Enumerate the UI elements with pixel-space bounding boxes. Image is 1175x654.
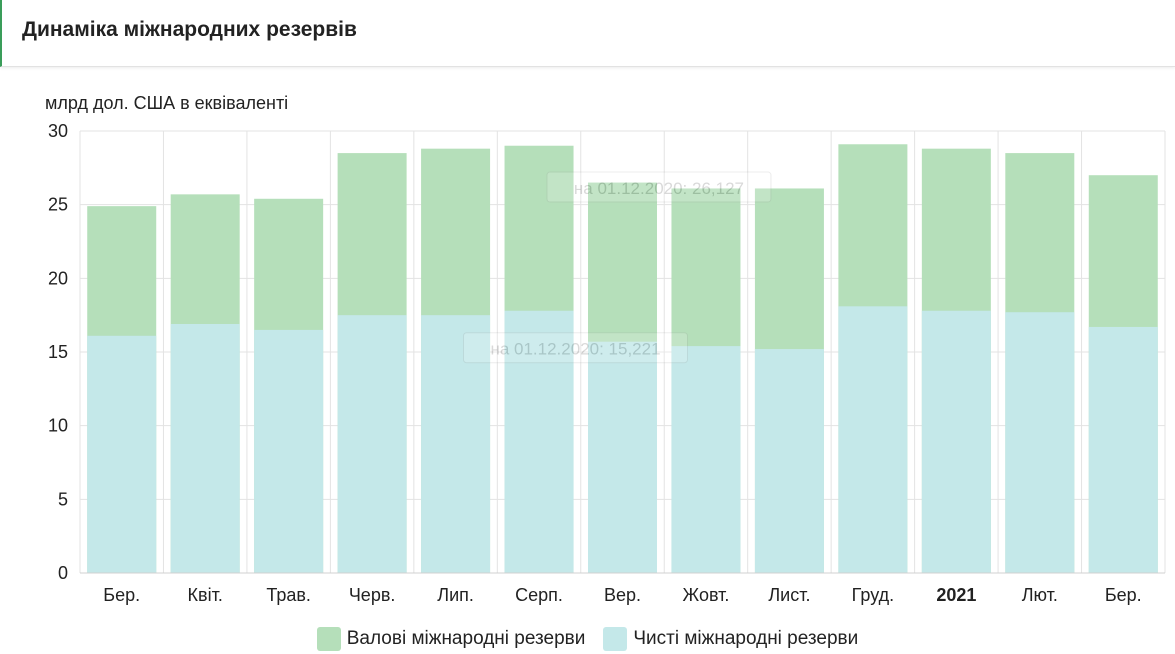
y-tick-label: 30 (48, 121, 68, 141)
bar-net (421, 315, 491, 573)
y-tick-label: 15 (48, 342, 68, 362)
x-tick-label: Груд. (852, 585, 894, 605)
chart-legend: Валові міжнародні резерви Чисті міжнарод… (0, 624, 1175, 654)
tooltip-text: на 01.12.2020: 26,127 (574, 179, 744, 198)
x-tick-label: Вер. (604, 585, 641, 605)
x-tick-label: Серп. (515, 585, 563, 605)
bar-net (588, 341, 657, 573)
x-tick-label: Лип. (437, 585, 474, 605)
faded-tooltip: на 01.12.2020: 15,221 (463, 332, 688, 364)
y-tick-label: 25 (48, 195, 68, 215)
legend-label-net: Чисті міжнародні резерви (633, 628, 859, 649)
bar-net (838, 306, 908, 573)
bar-net (671, 346, 741, 573)
chart-header: Динаміка міжнародних резервів (0, 0, 1175, 67)
bar-net (921, 310, 991, 573)
x-tick-label: 2021 (936, 585, 976, 605)
bar-net (170, 324, 240, 573)
bar-net (754, 349, 824, 573)
tooltip-box (546, 171, 772, 203)
legend-item-net[interactable]: Чисті міжнародні резерви (603, 627, 858, 651)
y-tick-label: 0 (58, 563, 68, 583)
bar-net (504, 310, 574, 573)
tooltip-box (463, 332, 688, 364)
bar-net (254, 329, 324, 573)
x-tick-label: Жовт. (683, 585, 730, 605)
tooltip-text: на 01.12.2020: 15,221 (490, 340, 660, 359)
x-tick-label: Черв. (349, 585, 396, 605)
x-tick-label: Трав. (266, 585, 311, 605)
y-axis-unit-label: млрд дол. США в еквіваленті (45, 93, 289, 113)
bar-net (337, 315, 407, 573)
y-tick-label: 5 (58, 489, 68, 509)
faded-tooltip: на 01.12.2020: 26,127 (546, 171, 772, 203)
y-tick-label: 20 (48, 268, 68, 288)
legend-label-gross: Валові міжнародні резерви (346, 628, 586, 649)
x-tick-label: Бер. (103, 585, 140, 605)
x-tick-label: Лист. (768, 585, 810, 605)
reserves-chart: 0 5 10 15 20 25 30 Бер. Квіт. Трав. Черв. Лип. Серп.… (48, 121, 1166, 605)
y-tick-label: 10 (48, 416, 68, 436)
bar-net (1005, 312, 1075, 573)
x-tick-label: Бер. (1105, 585, 1142, 605)
page-title: Динаміка міжнародних резервів (22, 18, 357, 41)
legend-swatch-gross (316, 627, 341, 651)
legend-item-gross[interactable]: Валові міжнародні резерви (316, 627, 586, 651)
x-tick-label: Квіт. (188, 585, 223, 605)
legend-swatch-net (603, 627, 628, 651)
x-tick-label: Лют. (1022, 585, 1058, 605)
bar-net (1088, 326, 1158, 573)
bar-net (87, 335, 157, 573)
